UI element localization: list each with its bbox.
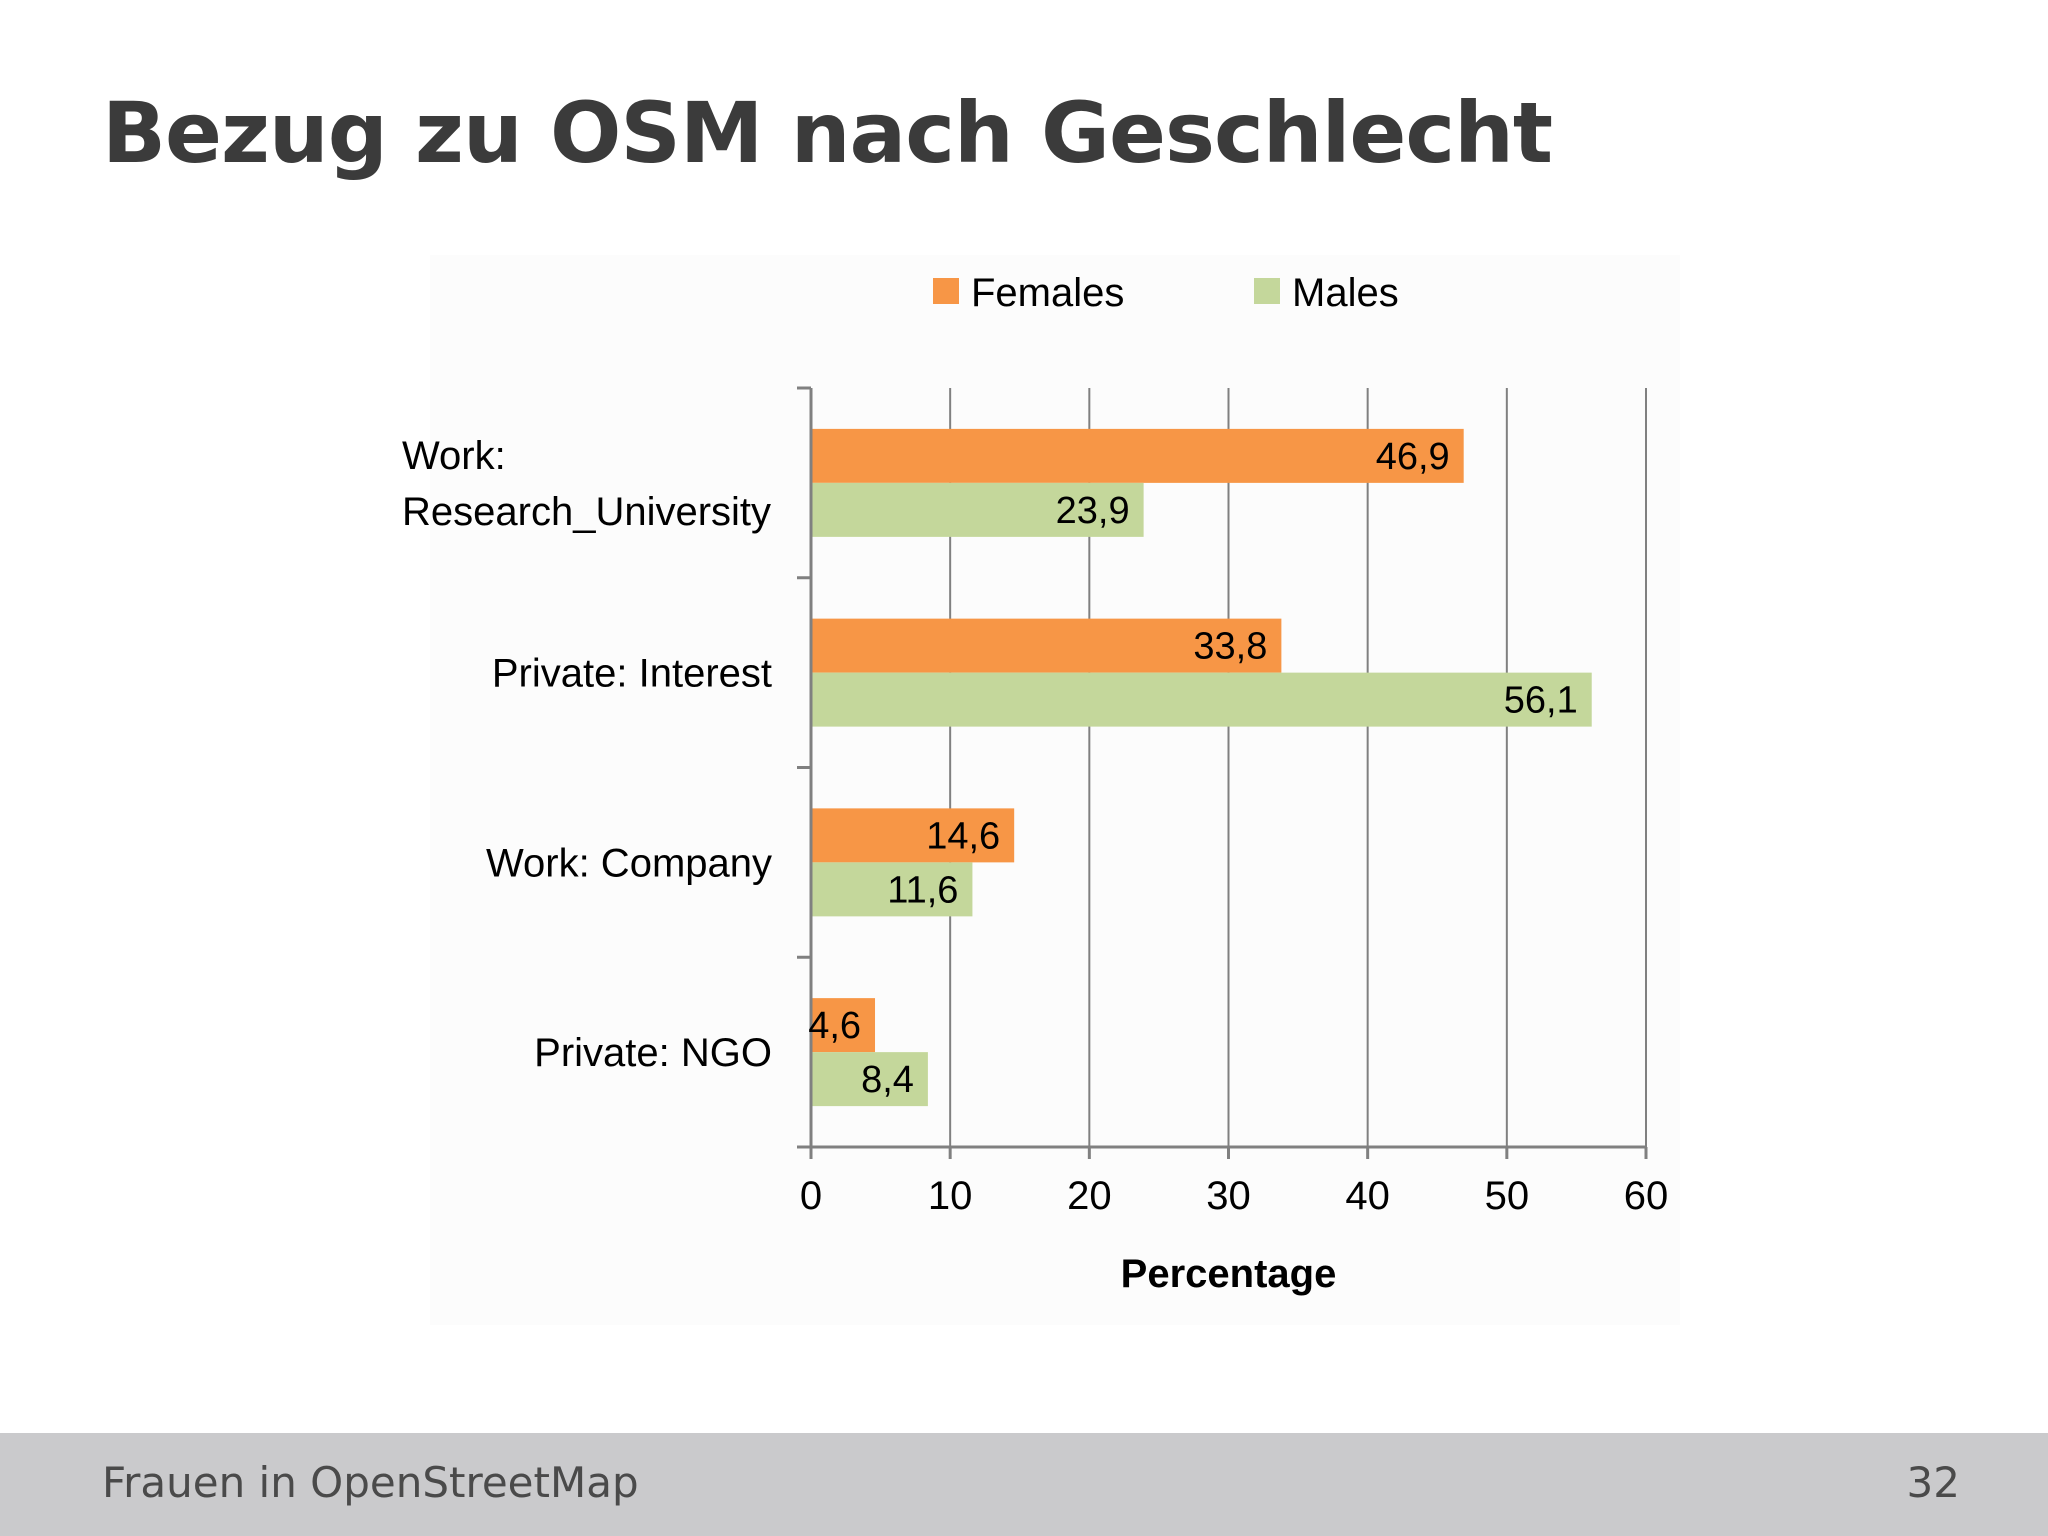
x-tick-label-40: 40 <box>1345 1174 1390 1218</box>
footer-text: Frauen in OpenStreetMap <box>102 1458 639 1507</box>
data-label-females-3: 4,6 <box>808 1005 861 1047</box>
x-tick-label-0: 0 <box>800 1174 822 1218</box>
bar-males-2 <box>811 862 973 917</box>
footer-bar: Frauen in OpenStreetMap 32 <box>0 1433 2048 1536</box>
chart-background <box>430 255 1680 1325</box>
x-tick-label-20: 20 <box>1067 1174 1112 1218</box>
legend-swatch-females <box>933 278 959 304</box>
bars <box>811 428 1592 1107</box>
bar-females-1 <box>811 618 1282 673</box>
legend-swatch-males <box>1254 278 1280 304</box>
bar-males-0 <box>811 482 1144 537</box>
bar-males-1 <box>811 672 1592 727</box>
category-label-2-0: Work: Company <box>486 841 772 885</box>
category-label-0-0: Work: <box>402 434 506 478</box>
data-label-males-1: 56,1 <box>1504 680 1578 722</box>
data-label-males-3: 8,4 <box>861 1059 914 1101</box>
bar-females-0 <box>811 428 1464 483</box>
slide-title: Bezug zu OSM nach Geschlecht <box>102 84 1553 182</box>
legend-label-females: Females <box>971 271 1124 315</box>
x-tick-label-50: 50 <box>1485 1174 1530 1218</box>
labels: 46,9 23,9 Work: Research_University 33,8 56,1… <box>402 434 1668 1296</box>
category-label-0-1: Research_University <box>402 490 771 534</box>
data-label-males-2: 11,6 <box>887 869 958 911</box>
category-label-1-0: Private: Interest <box>492 652 772 696</box>
bar-males-3 <box>811 1052 928 1107</box>
bar-females-2 <box>811 808 1015 863</box>
page-number: 32 <box>1906 1458 1960 1507</box>
bar-females-3 <box>811 998 876 1053</box>
legend: Females Males <box>933 271 1399 315</box>
legend-label-males: Males <box>1292 271 1399 315</box>
bar-chart: Females Males 46,9 23,9 Work: Research_Unive… <box>402 255 1680 1325</box>
x-axis-title: Percentage <box>1121 1252 1337 1296</box>
x-tick-label-10: 10 <box>928 1174 973 1218</box>
data-label-females-1: 33,8 <box>1193 626 1267 668</box>
data-label-males-0: 23,9 <box>1056 490 1130 532</box>
axes <box>797 386 1648 1159</box>
data-label-females-0: 46,9 <box>1376 436 1450 478</box>
x-tick-label-60: 60 <box>1624 1174 1669 1218</box>
data-label-females-2: 14,6 <box>926 815 1000 857</box>
x-tick-label-30: 30 <box>1206 1174 1251 1218</box>
category-label-3-0: Private: NGO <box>534 1031 772 1075</box>
